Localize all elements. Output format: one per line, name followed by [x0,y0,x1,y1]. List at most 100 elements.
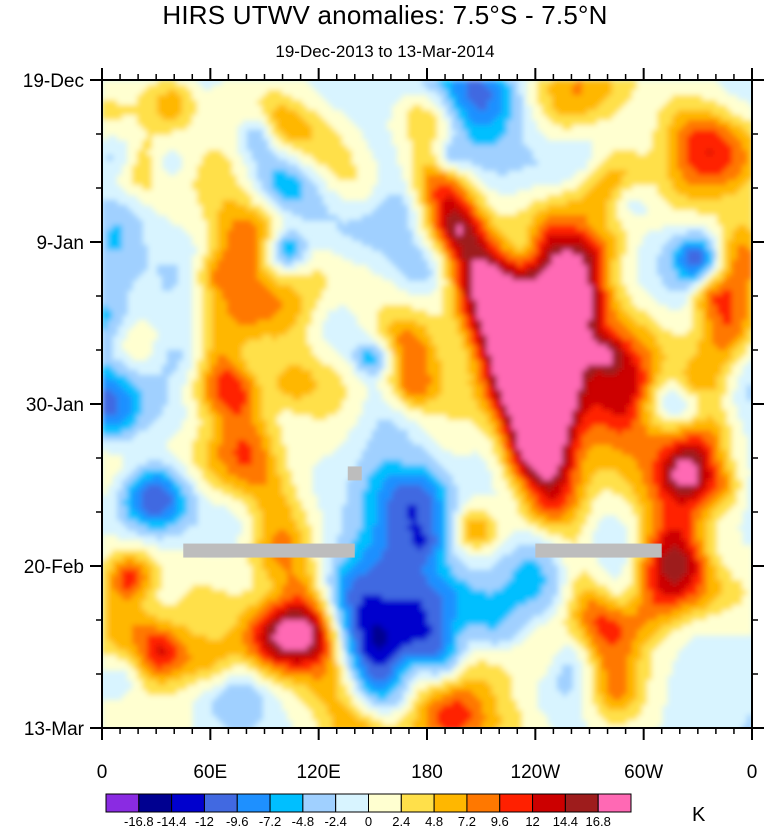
field-cell [727,235,733,241]
field-cell [402,305,408,311]
field-cell [462,175,468,181]
field-cell [422,95,428,101]
field-cell [747,180,752,186]
field-cell [542,270,548,276]
field-cell [537,90,543,96]
field-cell [212,115,218,121]
field-cell [452,205,458,211]
field-cell [677,215,683,221]
field-cell [507,230,513,236]
field-cell [287,145,293,151]
field-cell [672,125,678,131]
field-cell [232,200,238,206]
field-cell [137,255,143,261]
field-cell [497,110,503,116]
field-cell [622,150,628,156]
field-cell [437,230,443,236]
field-cell [432,180,438,186]
field-cell [712,285,718,291]
field-cell [257,105,263,111]
field-cell [452,215,458,221]
field-cell [212,250,218,256]
field-cell [592,270,598,276]
field-cell [722,90,728,96]
field-cell [517,245,523,251]
field-cell [502,270,508,276]
field-cell [687,220,693,226]
field-cell [227,260,233,266]
field-cell [342,155,348,161]
field-cell [367,175,373,181]
field-cell [132,90,138,96]
field-cell [142,135,148,141]
field-cell [262,165,268,171]
field-cell [687,170,693,176]
field-cell [232,145,238,151]
field-cell [287,170,293,176]
field-cell [737,225,743,231]
field-cell [547,220,553,226]
field-cell [542,230,548,236]
field-cell [607,310,613,316]
field-cell [317,270,323,276]
field-cell [732,165,738,171]
field-cell [682,305,688,311]
field-cell [562,275,568,281]
field-cell [577,175,583,181]
field-cell [567,305,573,311]
field-cell [187,165,193,171]
field-cell [707,260,713,266]
field-cell [742,220,748,226]
field-cell [657,105,663,111]
field-cell [327,295,333,301]
field-cell [577,200,583,206]
field-cell [342,135,348,141]
field-cell [437,180,443,186]
field-cell [517,150,523,156]
field-cell [507,150,513,156]
field-cell [697,140,703,146]
field-cell [692,230,698,236]
field-cell [592,135,598,141]
field-cell [317,125,323,131]
field-cell [647,225,653,231]
field-cell [697,200,703,206]
field-cell [182,160,188,166]
field-cell [392,295,398,301]
field-cell [492,140,498,146]
field-cell [637,135,643,141]
field-cell [102,265,108,271]
field-cell [297,310,303,316]
field-cell [292,210,298,216]
field-cell [417,190,423,196]
field-cell [637,160,643,166]
field-cell [712,90,718,96]
field-cell [212,235,218,241]
field-cell [122,310,128,316]
field-cell [732,160,738,166]
field-cell [592,255,598,261]
field-cell [602,205,608,211]
field-cell [337,265,343,271]
field-cell [692,240,698,246]
field-cell [287,305,293,311]
field-cell [217,215,223,221]
field-cell [677,265,683,271]
field-cell [302,105,308,111]
field-cell [662,140,668,146]
field-cell [207,245,213,251]
field-cell [432,165,438,171]
field-cell [502,85,508,91]
field-cell [122,275,128,281]
field-cell [702,240,708,246]
field-cell [672,90,678,96]
field-cell [607,130,613,136]
field-cell [497,255,503,261]
field-cell [617,105,623,111]
field-cell [462,205,468,211]
field-cell [342,290,348,296]
field-cell [587,280,593,286]
field-cell [122,175,128,181]
field-cell [247,80,253,86]
field-cell [707,195,713,201]
